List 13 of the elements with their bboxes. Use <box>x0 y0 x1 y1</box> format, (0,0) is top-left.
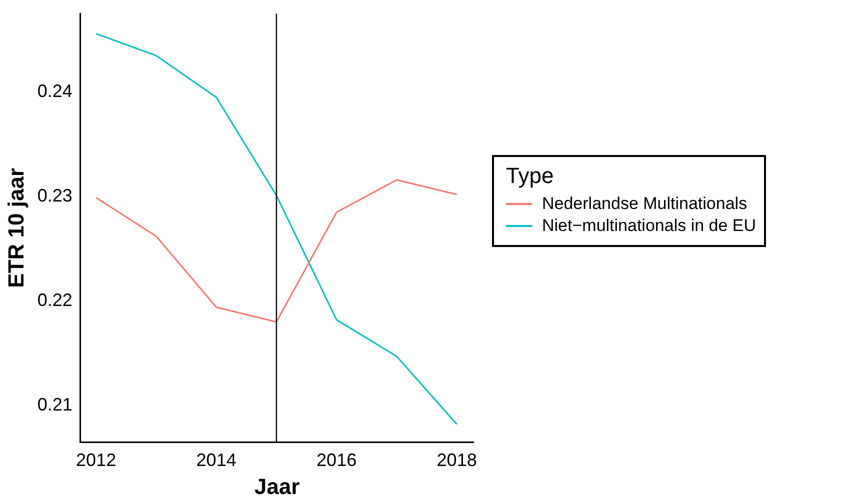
x-tick-label: 2016 <box>316 450 357 470</box>
legend-title: Type <box>506 163 555 189</box>
x-tick-label: 2012 <box>76 450 116 470</box>
legend-label: Niet−multinationals in de EU <box>542 215 756 237</box>
y-tick-label: 0.23 <box>37 186 72 206</box>
legend-label: Nederlandse Multinationals <box>542 193 748 215</box>
x-tick-label: 2014 <box>196 450 236 470</box>
x-tick-label: 2018 <box>436 450 477 470</box>
y-tick-label: 0.21 <box>37 394 72 414</box>
y-axis-title: ETR 10 jaar <box>3 168 28 288</box>
y-tick-label: 0.24 <box>37 81 72 102</box>
y-tick-label: 0.22 <box>37 290 72 310</box>
x-axis-title: Jaar <box>254 474 300 499</box>
